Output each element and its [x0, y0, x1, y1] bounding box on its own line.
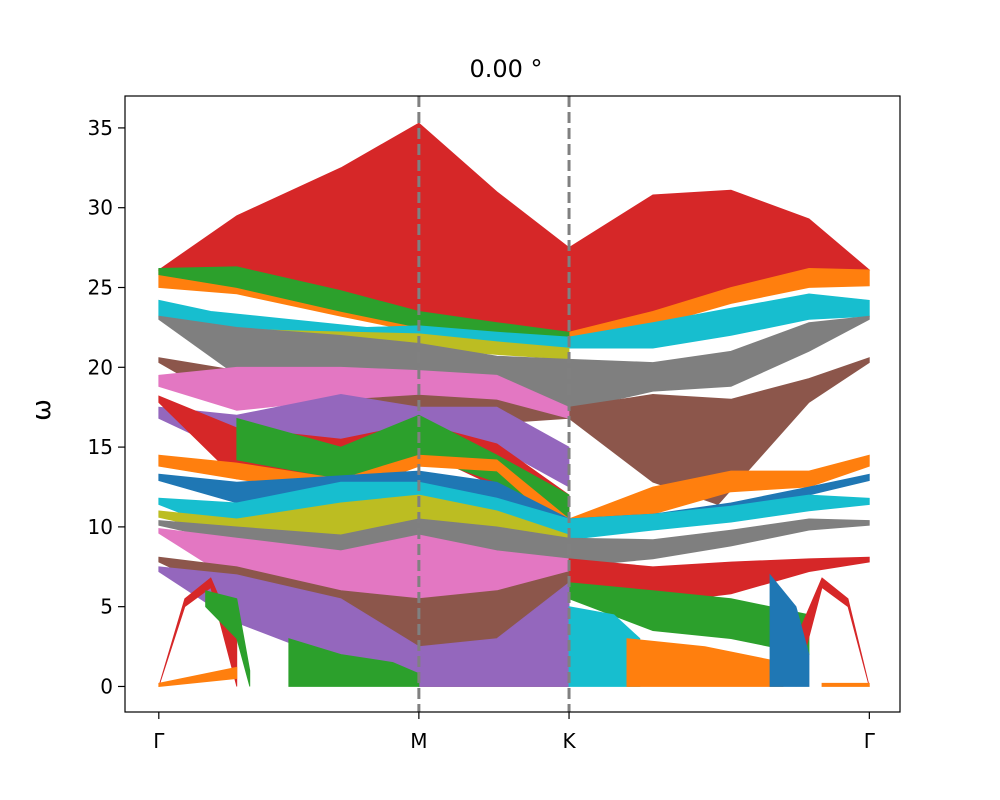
x-tick-label: M — [410, 729, 427, 753]
y-tick-label: 15 — [88, 435, 113, 459]
y-axis-ticks: 0 5 10 15 20 25 30 35 — [88, 116, 125, 698]
band-28 — [158, 666, 238, 687]
y-tick-label: 5 — [100, 595, 113, 619]
x-tick-label: K — [562, 729, 576, 753]
y-tick-label: 25 — [88, 276, 113, 300]
band-27 — [769, 573, 810, 687]
y-axis-label: ω — [27, 399, 57, 421]
plot-frame — [124, 95, 901, 713]
band-29 — [821, 682, 870, 687]
chart-title: 0.00 ° — [469, 55, 542, 83]
high-symmetry-lines — [417, 96, 571, 712]
y-tick-label: 30 — [88, 196, 113, 220]
x-tick-label: Γ — [864, 729, 876, 753]
y-tick-label: 20 — [88, 355, 113, 379]
band-21 — [288, 638, 420, 687]
y-tick-label: 0 — [100, 674, 113, 698]
band-23 — [626, 638, 784, 687]
y-tick-label: 35 — [88, 116, 113, 140]
x-tick-label: Γ — [153, 729, 165, 753]
bands-layer — [157, 122, 871, 687]
y-tick-label: 10 — [88, 515, 113, 539]
band-25 — [205, 590, 251, 687]
